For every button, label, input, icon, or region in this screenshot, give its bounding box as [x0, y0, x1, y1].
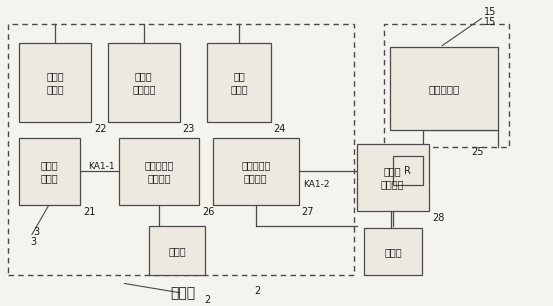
- Text: R: R: [404, 166, 411, 176]
- Bar: [364, 228, 422, 275]
- Text: 蓄电池: 蓄电池: [384, 247, 401, 257]
- Text: 26: 26: [202, 207, 214, 217]
- Text: 24: 24: [274, 124, 286, 134]
- Bar: [19, 43, 91, 122]
- Text: 充电端
指示灯: 充电端 指示灯: [46, 71, 64, 94]
- Text: 蓄电池
连接插头: 蓄电池 连接插头: [381, 166, 404, 189]
- Text: 中间
继电器: 中间 继电器: [231, 71, 248, 94]
- Bar: [149, 226, 205, 275]
- Bar: [357, 144, 429, 211]
- Text: 市电连
接插头: 市电连 接插头: [41, 160, 59, 183]
- Bar: [19, 138, 80, 205]
- Text: 15: 15: [484, 17, 496, 27]
- Bar: [213, 138, 299, 205]
- Text: 2: 2: [205, 295, 211, 305]
- Text: KA1-1: KA1-1: [88, 162, 115, 171]
- Text: 25: 25: [472, 147, 484, 158]
- Text: 3: 3: [33, 227, 39, 237]
- Text: 模拟量模块: 模拟量模块: [428, 84, 460, 94]
- Text: 充电端
充电按鈕: 充电端 充电按鈕: [132, 71, 155, 94]
- Bar: [390, 47, 498, 130]
- Text: 28: 28: [432, 213, 445, 223]
- Text: 27: 27: [301, 207, 314, 217]
- Text: 23: 23: [182, 124, 195, 134]
- Bar: [108, 43, 180, 122]
- Text: 22: 22: [94, 124, 107, 134]
- Text: 充电器输入
连接插座: 充电器输入 连接插座: [144, 160, 174, 183]
- Text: 充电器: 充电器: [168, 246, 186, 256]
- Bar: [8, 24, 354, 275]
- Bar: [393, 156, 423, 185]
- Text: 2: 2: [254, 286, 260, 296]
- Text: KA1-2: KA1-2: [303, 180, 330, 189]
- Bar: [207, 43, 271, 122]
- Bar: [119, 138, 199, 205]
- Text: 21: 21: [83, 207, 95, 217]
- Text: 15: 15: [484, 7, 496, 17]
- Text: 3: 3: [30, 237, 36, 247]
- Text: 充电器输出
连接插座: 充电器输出 连接插座: [241, 160, 270, 183]
- Text: 充电端: 充电端: [170, 286, 195, 300]
- Bar: [384, 24, 509, 147]
